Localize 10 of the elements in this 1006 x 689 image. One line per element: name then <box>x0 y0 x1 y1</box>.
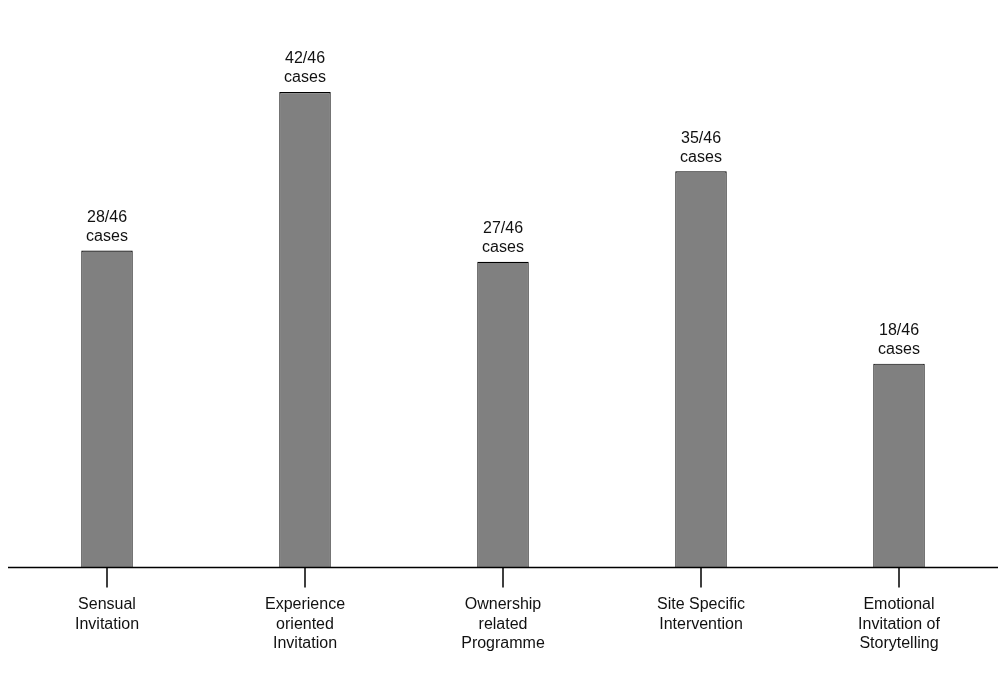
x-tick-label: Site Specific Intervention <box>656 595 746 632</box>
data-label: 42/46 cases <box>284 49 326 86</box>
x-tick-label: Ownership related Programme <box>461 595 545 651</box>
x-tick-label: Experience oriented Invitation <box>264 595 346 651</box>
data-label: 18/46 cases <box>878 321 920 358</box>
data-label: 27/46 cases <box>482 219 524 256</box>
x-tick-label: Sensual Invitation <box>74 595 140 632</box>
data-label: 28/46 cases <box>86 207 128 244</box>
x-tick-label: Emotional Invitation of Storytelling <box>858 595 941 651</box>
data-label: 35/46 cases <box>680 128 722 165</box>
